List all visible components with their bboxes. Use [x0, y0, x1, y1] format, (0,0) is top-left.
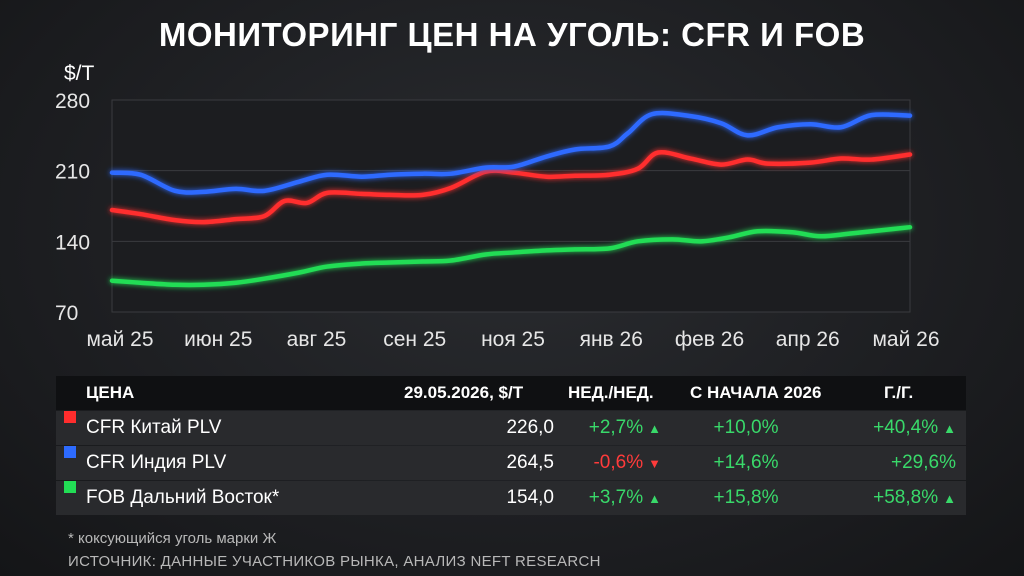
cell-yoy: +40,4% ▲ — [873, 417, 956, 438]
x-tick-label: фев 26 — [675, 328, 744, 351]
legend-swatch — [64, 481, 76, 493]
series-line-0 — [109, 149, 913, 225]
cell-name: FOB Дальний Восток* — [86, 487, 280, 508]
plot-area — [111, 99, 911, 313]
table-row: CFR Китай PLV 226,0 +2,7% ▲ +10,0% +40,4% ▲ — [56, 411, 966, 445]
cell-ytd: +10,0% — [713, 417, 779, 438]
table-body: CFR Китай PLV 226,0 +2,7% ▲ +10,0% +40,4% ▲ CFR… — [56, 411, 966, 515]
arrow-up-icon: ▲ — [943, 491, 956, 506]
cell-yoy: +29,6% — [891, 452, 956, 473]
y-tick-label: 210 — [55, 161, 90, 184]
cell-name: CFR Индия PLV — [86, 452, 227, 473]
arrow-down-icon: ▼ — [648, 456, 661, 471]
y-tick-label: 280 — [55, 90, 90, 113]
y-tick-label: 140 — [55, 231, 90, 254]
header-ytd: С НАЧАЛА 2026 — [690, 383, 822, 402]
header-price: 29.05.2026, $/Т — [404, 383, 524, 402]
x-tick-label: май 26 — [872, 328, 939, 351]
x-tick-label: сен 25 — [383, 328, 446, 351]
x-tick-label: апр 26 — [776, 328, 840, 351]
cell-wk: +2,7% ▲ — [588, 417, 661, 438]
table-row: CFR Индия PLV 264,5 -0,6% ▼ +14,6% +29,6% — [56, 446, 966, 480]
cell-price: 154,0 — [506, 487, 554, 508]
x-tick-label: янв 26 — [580, 328, 643, 351]
cell-price: 226,0 — [506, 417, 554, 438]
cell-wk: -0,6% ▼ — [593, 452, 661, 473]
header-week: НЕД./НЕД. — [568, 383, 654, 402]
series-line-1 — [109, 110, 913, 195]
table-header: ЦЕНА 29.05.2026, $/Т НЕД./НЕД. С НАЧАЛА … — [56, 376, 966, 410]
legend-swatch — [64, 411, 76, 423]
source-note: ИСТОЧНИК: ДАННЫЕ УЧАСТНИКОВ РЫНКА, АНАЛИ… — [68, 553, 601, 570]
y-tick-label: 70 — [55, 302, 78, 325]
footnote: * коксующийся уголь марки Ж — [68, 530, 277, 547]
table-row: FOB Дальний Восток* 154,0 +3,7% ▲ +15,8% +58,… — [56, 481, 966, 515]
legend-swatch — [64, 446, 76, 458]
cell-price: 264,5 — [506, 452, 554, 473]
price-table: ЦЕНА 29.05.2026, $/Т НЕД./НЕД. С НАЧАЛА … — [56, 376, 966, 515]
x-tick-label: июн 25 — [184, 328, 252, 351]
x-tick-label: май 25 — [86, 328, 153, 351]
x-tick-label: ноя 25 — [481, 328, 545, 351]
cell-wk: +3,7% ▲ — [588, 487, 661, 508]
header-name: ЦЕНА — [86, 383, 135, 402]
x-tick-label: авг 25 — [287, 328, 347, 351]
arrow-up-icon: ▲ — [648, 491, 661, 506]
price-chart: 280 210 140 70 $/Т май 25 июн 25 авг 25 сен 25 но… — [55, 62, 940, 351]
header-yoy: Г./Г. — [884, 383, 914, 402]
series-line-2 — [109, 224, 913, 288]
cell-name: CFR Китай PLV — [86, 417, 222, 438]
y-axis-unit: $/Т — [64, 62, 95, 85]
cell-yoy: +58,8% ▲ — [873, 487, 956, 508]
cell-ytd: +14,6% — [713, 452, 779, 473]
cell-ytd: +15,8% — [713, 487, 779, 508]
chart-title: МОНИТОРИНГ ЦЕН НА УГОЛЬ: CFR И FOB — [158, 16, 866, 53]
arrow-up-icon: ▲ — [648, 421, 661, 436]
arrow-up-icon: ▲ — [943, 421, 956, 436]
